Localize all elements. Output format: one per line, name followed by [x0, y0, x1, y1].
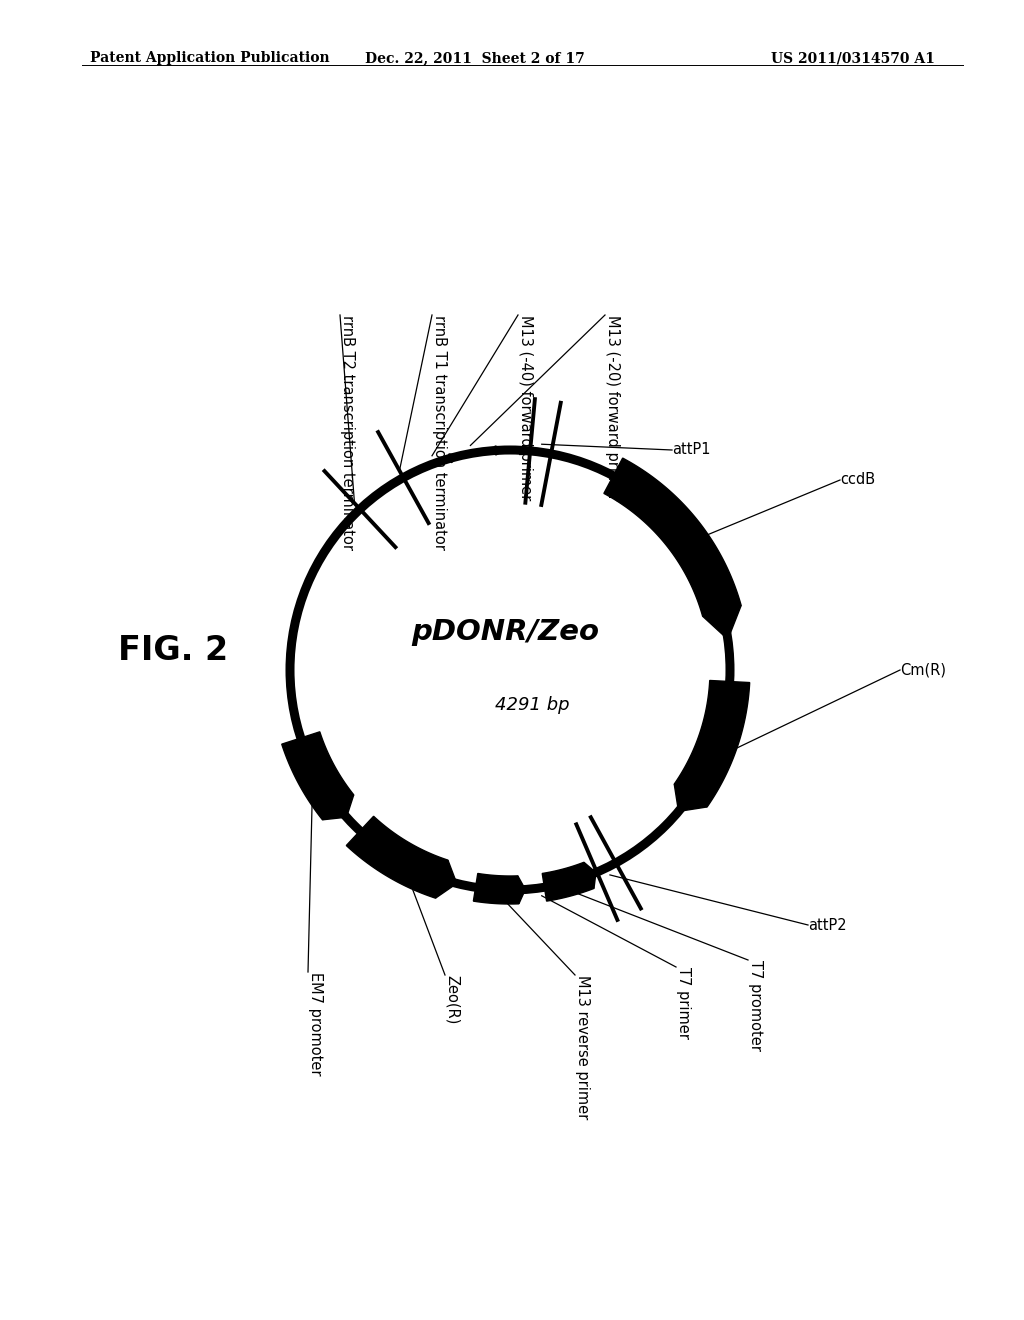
Text: T7 promoter: T7 promoter — [748, 960, 763, 1051]
Polygon shape — [584, 862, 596, 888]
Polygon shape — [604, 458, 741, 616]
Text: pDONR/Zeo: pDONR/Zeo — [411, 618, 599, 645]
Polygon shape — [674, 784, 708, 812]
Text: attP2: attP2 — [808, 917, 847, 932]
Polygon shape — [543, 862, 594, 902]
Polygon shape — [346, 816, 447, 898]
Text: FIG. 2: FIG. 2 — [118, 634, 228, 667]
Text: US 2011/0314570 A1: US 2011/0314570 A1 — [771, 51, 935, 65]
Text: 4291 bp: 4291 bp — [495, 696, 569, 714]
Text: Dec. 22, 2011  Sheet 2 of 17: Dec. 22, 2011 Sheet 2 of 17 — [365, 51, 585, 65]
Text: ccdB: ccdB — [840, 473, 876, 487]
Text: T7 primer: T7 primer — [676, 968, 691, 1039]
Text: EM7 promoter: EM7 promoter — [308, 972, 323, 1076]
Text: M13 reverse primer: M13 reverse primer — [575, 975, 590, 1119]
Text: Patent Application Publication: Patent Application Publication — [90, 51, 330, 65]
Text: rrnB T2 transcription terminator: rrnB T2 transcription terminator — [340, 315, 355, 550]
Polygon shape — [473, 874, 519, 904]
Text: rrnB T1 transcription terminator: rrnB T1 transcription terminator — [432, 315, 447, 550]
Polygon shape — [282, 731, 353, 820]
Text: Zeo(R): Zeo(R) — [445, 975, 460, 1024]
Polygon shape — [518, 876, 525, 904]
Polygon shape — [435, 861, 457, 898]
Polygon shape — [674, 681, 750, 807]
Polygon shape — [702, 606, 741, 639]
Text: Cm(R): Cm(R) — [900, 663, 946, 677]
Polygon shape — [323, 795, 353, 820]
Text: attP1: attP1 — [672, 442, 711, 458]
Text: M13 (-40) forward primer: M13 (-40) forward primer — [518, 315, 534, 500]
Text: M13 (-20) forward primer: M13 (-20) forward primer — [605, 315, 620, 500]
